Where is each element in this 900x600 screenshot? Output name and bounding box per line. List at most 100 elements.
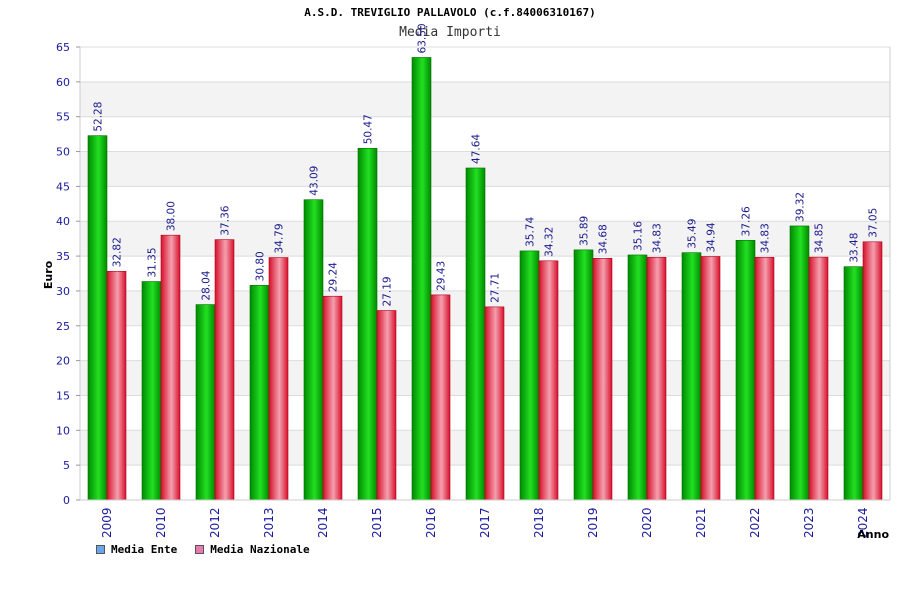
x-tick-label: 2013 xyxy=(262,507,276,538)
x-tick-label: 2019 xyxy=(586,507,600,538)
legend-label-media-nazionale: Media Nazionale xyxy=(210,543,310,556)
bar-media-nazionale xyxy=(106,270,127,501)
y-tick-label: 0 xyxy=(63,494,70,507)
bar-media-nazionale xyxy=(700,256,721,501)
y-tick-label: 65 xyxy=(56,41,70,54)
data-label-media-ente: 39.32 xyxy=(795,192,807,222)
legend-item-media-ente: Media Ente xyxy=(96,543,177,556)
bar-media-nazionale xyxy=(160,234,181,501)
x-tick-label: 2014 xyxy=(316,507,330,538)
data-label-media-ente: 28.04 xyxy=(201,270,213,300)
x-tick-label: 2010 xyxy=(154,507,168,538)
data-label-media-nazionale: 34.68 xyxy=(598,224,610,254)
data-label-media-nazionale: 34.32 xyxy=(544,227,556,257)
bar-media-ente xyxy=(843,266,864,501)
data-label-media-nazionale: 32.82 xyxy=(112,237,124,267)
data-label-media-nazionale: 27.19 xyxy=(382,276,394,306)
bar-media-nazionale xyxy=(484,306,505,501)
data-label-media-nazionale: 34.83 xyxy=(652,223,664,253)
bar-media-ente xyxy=(87,135,108,501)
bar-media-nazionale xyxy=(430,294,451,501)
bar-media-ente xyxy=(249,285,270,501)
legend-swatch-media-ente xyxy=(96,545,105,554)
bar-media-ente xyxy=(357,147,378,501)
data-label-media-nazionale: 27.71 xyxy=(490,273,502,303)
x-tick-label: 2016 xyxy=(424,507,438,538)
data-label-media-nazionale: 34.79 xyxy=(274,223,286,253)
bar-media-nazionale xyxy=(754,256,775,501)
y-tick-label: 10 xyxy=(56,424,70,437)
y-tick-label: 40 xyxy=(56,215,70,228)
x-tick-label: 2015 xyxy=(370,507,384,538)
x-tick-label: 2024 xyxy=(856,507,870,538)
chart-title: A.S.D. TREVIGLIO PALLAVOLO (c.f.84006310… xyxy=(304,6,596,19)
legend-label-media-ente: Media Ente xyxy=(111,543,178,556)
bar-media-nazionale xyxy=(862,241,883,501)
bar-media-ente xyxy=(627,254,648,501)
bar-media-nazionale xyxy=(268,257,289,501)
bar-media-ente xyxy=(519,250,540,501)
data-label-media-ente: 43.09 xyxy=(309,166,321,196)
bar-media-nazionale xyxy=(646,256,667,501)
x-tick-label: 2017 xyxy=(478,507,492,538)
data-label-media-ente: 31.35 xyxy=(147,247,159,277)
data-label-media-nazionale: 34.85 xyxy=(814,223,826,253)
data-label-media-ente: 35.49 xyxy=(687,219,699,249)
data-label-media-ente: 47.64 xyxy=(471,134,483,164)
data-label-media-ente: 37.26 xyxy=(741,206,753,236)
bar-media-nazionale xyxy=(322,295,343,501)
y-tick-label: 55 xyxy=(56,111,70,124)
y-tick-label: 5 xyxy=(63,459,70,472)
x-axis-label: Anno xyxy=(857,528,889,541)
y-tick-label: 50 xyxy=(56,146,70,159)
data-label-media-ente: 52.28 xyxy=(93,102,105,132)
bar-media-nazionale xyxy=(592,258,613,501)
data-label-media-ente: 35.16 xyxy=(633,221,645,251)
x-tick-label: 2012 xyxy=(208,507,222,538)
y-tick-label: 60 xyxy=(56,76,70,89)
x-tick-label: 2020 xyxy=(640,507,654,538)
bar-media-nazionale xyxy=(376,310,397,501)
data-label-media-ente: 33.48 xyxy=(849,233,861,263)
data-label-media-ente: 35.89 xyxy=(579,216,591,246)
bar-media-ente xyxy=(195,304,216,501)
bar-media-ente xyxy=(573,249,594,501)
bar-media-ente xyxy=(681,252,702,501)
data-label-media-nazionale: 29.43 xyxy=(436,261,448,291)
data-label-media-ente: 35.74 xyxy=(525,217,537,247)
grid-band xyxy=(80,81,890,117)
legend-item-media-nazionale: Media Nazionale xyxy=(195,543,310,556)
data-label-media-nazionale: 29.24 xyxy=(328,262,340,292)
x-tick-label: 2023 xyxy=(802,507,816,538)
x-tick-label: 2018 xyxy=(532,507,546,538)
data-label-media-nazionale: 37.05 xyxy=(868,208,880,238)
data-label-media-nazionale: 37.36 xyxy=(220,205,232,235)
y-tick-label: 25 xyxy=(56,320,70,333)
x-tick-label: 2022 xyxy=(748,507,762,538)
bar-media-nazionale xyxy=(808,256,829,501)
y-tick-label: 35 xyxy=(56,250,70,263)
bar-media-ente xyxy=(789,225,810,501)
y-tick-label: 45 xyxy=(56,180,70,193)
data-label-media-ente: 63.50 xyxy=(417,23,429,53)
y-tick-label: 15 xyxy=(56,389,70,402)
bar-media-ente xyxy=(303,199,324,501)
chart-subtitle: Media Importi xyxy=(399,25,501,40)
y-tick-label: 20 xyxy=(56,355,70,368)
legend: Media Ente Media Nazionale xyxy=(96,543,310,556)
y-tick-label: 30 xyxy=(56,285,70,298)
legend-swatch-media-nazionale xyxy=(195,545,205,554)
data-label-media-nazionale: 34.94 xyxy=(706,222,718,252)
data-label-media-nazionale: 38.00 xyxy=(166,201,178,231)
y-axis-label: Euro xyxy=(42,260,55,289)
bar-media-ente xyxy=(141,281,162,501)
x-tick-label: 2009 xyxy=(100,507,114,538)
data-label-media-ente: 30.80 xyxy=(255,251,267,281)
bar-media-ente xyxy=(465,167,486,501)
bar-media-ente xyxy=(735,240,756,501)
bar-media-nazionale xyxy=(214,239,235,501)
x-tick-label: 2021 xyxy=(694,507,708,538)
data-label-media-ente: 50.47 xyxy=(363,114,375,144)
